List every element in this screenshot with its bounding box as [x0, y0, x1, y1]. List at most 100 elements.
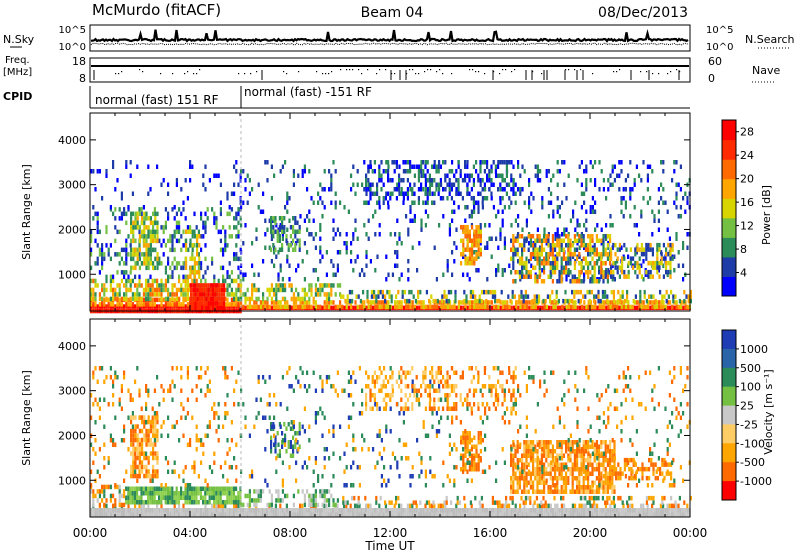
scatter-cell	[134, 247, 137, 253]
scatter-cell	[510, 160, 513, 165]
scatter-cell	[381, 289, 384, 295]
scatter-cell	[514, 270, 517, 275]
scatter-cell	[665, 298, 668, 304]
scatter-cell	[360, 512, 363, 517]
scatter-cell	[323, 489, 326, 494]
scatter-cell	[274, 229, 277, 234]
scatter-cell	[187, 247, 190, 252]
scatter-cell	[314, 498, 317, 503]
scatter-cell	[384, 294, 387, 299]
scatter-cell	[310, 283, 313, 288]
scatter-cell	[138, 274, 141, 280]
scatter-cell	[306, 214, 309, 219]
scatter-cell	[257, 304, 260, 310]
scatter-cell	[285, 234, 288, 239]
scatter-cell	[651, 304, 654, 310]
scatter-cell	[444, 503, 447, 509]
scatter-cell	[438, 223, 441, 228]
scatter-cell	[120, 384, 123, 389]
scatter-cell	[459, 512, 462, 517]
scatter-cell	[198, 256, 201, 261]
scatter-cell	[330, 173, 333, 178]
scatter-cell	[483, 512, 486, 517]
scatter-cell	[224, 508, 227, 513]
scatter-cell	[524, 294, 527, 299]
scatter-cell	[607, 512, 610, 517]
scatter-cell	[560, 265, 563, 270]
scatter-cell	[505, 500, 508, 505]
scatter-cell	[667, 251, 670, 257]
scatter-cell	[468, 247, 471, 252]
scatter-cell	[266, 512, 269, 517]
scatter-cell	[217, 229, 220, 235]
scatter-cell	[186, 296, 189, 302]
scatter-cell	[194, 301, 197, 306]
scatter-cell	[657, 512, 660, 517]
scatter-cell	[544, 298, 547, 304]
scatter-cell	[136, 451, 139, 456]
scatter-cell	[130, 220, 133, 226]
scatter-cell	[441, 298, 444, 304]
scatter-cell	[519, 304, 522, 310]
nave-dot	[442, 73, 444, 75]
scatter-cell	[512, 191, 515, 196]
scatter-cell	[469, 289, 472, 295]
scatter-cell	[629, 214, 632, 219]
scatter-cell	[534, 164, 537, 169]
scatter-cell	[138, 292, 141, 297]
scatter-cell	[235, 302, 238, 307]
scatter-cell	[143, 261, 146, 266]
scatter-cell	[310, 502, 313, 508]
scatter-cell	[587, 247, 590, 252]
scatter-cell	[505, 503, 508, 509]
scatter-cell	[200, 216, 203, 221]
scatter-cell	[204, 220, 207, 226]
scatter-cell	[448, 182, 451, 187]
scatter-cell	[253, 498, 256, 503]
scatter-cell	[466, 182, 469, 187]
scatter-cell	[127, 500, 130, 505]
scatter-cell	[547, 200, 550, 205]
scatter-cell	[198, 270, 201, 275]
scatter-cell	[666, 227, 669, 232]
scatter-cell	[571, 503, 574, 509]
scatter-cell	[468, 512, 471, 517]
scatter-cell	[411, 300, 414, 305]
scatter-cell	[536, 256, 539, 261]
scatter-cell	[555, 289, 558, 295]
scatter-cell	[384, 503, 387, 509]
scatter-cell	[92, 498, 95, 503]
scatter-cell	[120, 438, 123, 443]
scatter-cell	[551, 234, 554, 239]
scatter-cell	[330, 283, 333, 288]
scatter-cell	[583, 272, 586, 277]
scatter-cell	[169, 500, 172, 505]
scatter-cell	[446, 508, 449, 513]
scatter-cell	[182, 278, 185, 284]
scatter-cell	[501, 508, 504, 513]
scatter-cell	[373, 294, 376, 299]
scatter-cell	[578, 238, 581, 243]
scatter-cell	[138, 455, 141, 461]
scatter-cell	[143, 225, 146, 230]
scatter-cell	[673, 169, 676, 174]
cpid-segment-2: normal (fast) -151 RF	[244, 85, 372, 99]
scatter-cell	[292, 229, 295, 234]
scatter-cell	[98, 447, 101, 452]
scatter-cell	[411, 512, 414, 517]
scatter-cell	[120, 270, 123, 275]
scatter-cell	[244, 300, 247, 305]
scatter-cell	[589, 243, 592, 248]
scatter-cell	[358, 503, 361, 509]
scatter-cell	[212, 305, 215, 311]
scatter-cell	[441, 294, 444, 299]
scatter-cell	[264, 160, 267, 165]
scatter-cell	[677, 214, 680, 219]
scatter-cell	[477, 234, 480, 239]
scatter-cell	[219, 238, 222, 244]
scatter-cell	[143, 234, 146, 239]
scatter-cell	[602, 238, 605, 243]
scatter-cell	[445, 294, 448, 299]
scatter-cell	[426, 200, 429, 205]
scatter-cell	[352, 305, 355, 311]
